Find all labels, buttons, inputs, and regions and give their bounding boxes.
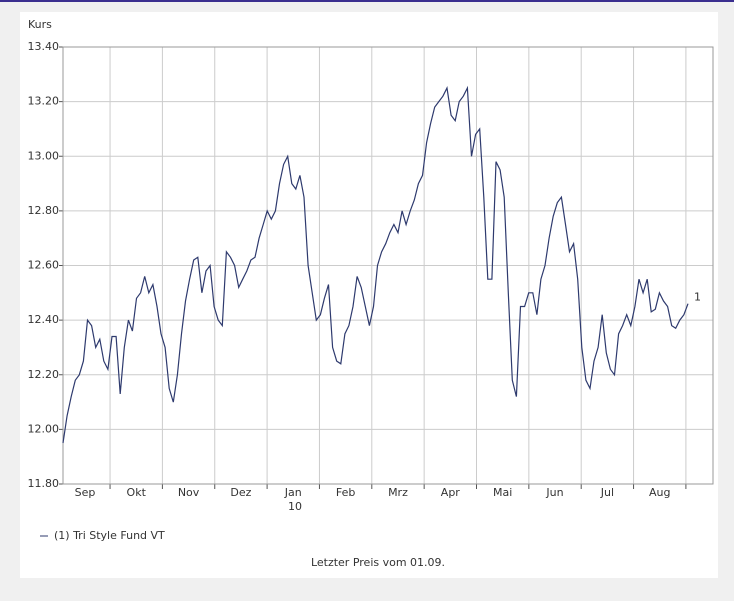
x-tick-label: Sep xyxy=(75,486,96,499)
top-border xyxy=(0,0,734,2)
y-tick-label: 12.60 xyxy=(28,259,60,272)
footer: Letzter Preis vom 01.09. xyxy=(311,556,445,569)
y-axis-label: Kurs xyxy=(28,18,52,31)
x-tick-label: Mai xyxy=(493,486,512,499)
end-label: 1 xyxy=(694,291,701,304)
y-tick-label: 12.20 xyxy=(28,368,60,381)
x-tick-label: Jul xyxy=(600,486,614,499)
x-tick-label: Feb xyxy=(336,486,355,499)
y-tick-label: 12.80 xyxy=(28,204,60,217)
series-line xyxy=(62,85,689,444)
x-tick-label: Apr xyxy=(441,486,461,499)
y-tick-label: 11.80 xyxy=(28,477,60,490)
x-tick-label: Jun xyxy=(545,486,563,499)
x-tick-label: Nov xyxy=(178,486,200,499)
y-tick-label: 13.40 xyxy=(28,40,60,53)
plot-frame xyxy=(62,46,714,485)
x-tick-label: Dez xyxy=(230,486,251,499)
x-tick-label: Jan xyxy=(284,486,302,499)
y-tick-label: 13.00 xyxy=(28,149,60,162)
x-tick-label: Okt xyxy=(127,486,147,499)
legend-label: (1) Tri Style Fund VT xyxy=(54,529,165,542)
y-tick-label: 12.00 xyxy=(28,422,60,435)
x-tick-label: Mrz xyxy=(388,486,408,499)
y-tick-label: 12.40 xyxy=(28,313,60,326)
x-tick-label: Aug xyxy=(649,486,670,499)
year-label: 10 xyxy=(288,500,302,513)
y-tick-label: 13.20 xyxy=(28,95,60,108)
